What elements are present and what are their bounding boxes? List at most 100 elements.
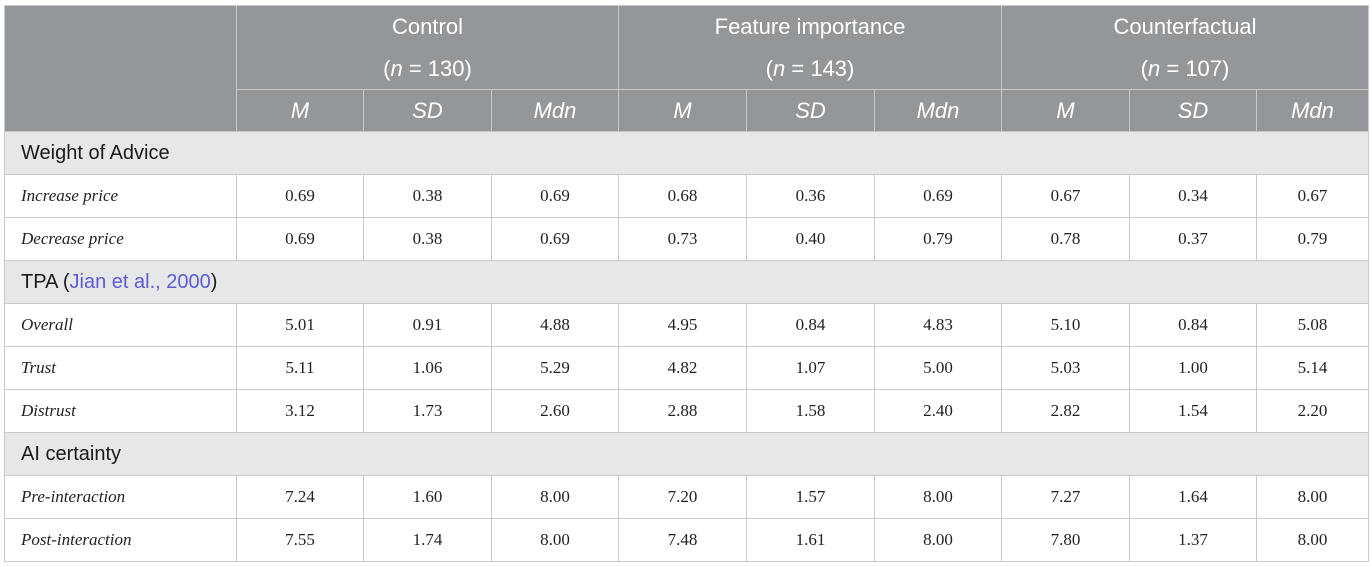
cell: 7.24 (236, 475, 364, 519)
cell: 8.00 (490, 475, 620, 519)
cell: 0.68 (618, 174, 748, 218)
cell: 0.67 (1256, 174, 1370, 218)
table-row: Overall 5.01 0.91 4.88 4.95 0.84 4.83 5.… (4, 303, 1370, 347)
cell: 5.11 (236, 346, 364, 390)
stat-header-mean: M (236, 89, 364, 132)
sample-size-feature-importance: (n = 143) (618, 48, 1003, 90)
cell: 0.34 (1129, 174, 1258, 218)
cell: 2.40 (874, 389, 1003, 433)
cell: 0.36 (746, 174, 876, 218)
table-row: Increase price 0.69 0.38 0.69 0.68 0.36 … (4, 174, 1370, 218)
cell: 0.38 (363, 174, 492, 218)
citation-link[interactable]: Jian et al., 2000 (69, 270, 211, 293)
stat-header-sd: SD (746, 89, 876, 132)
table-row: Distrust 3.12 1.73 2.60 2.88 1.58 2.40 2… (4, 389, 1370, 433)
section-row-ai-certainty: AI certainty (3, 432, 1370, 476)
cell: 0.73 (618, 217, 748, 261)
cell: 8.00 (1256, 475, 1370, 519)
cell: 0.84 (746, 303, 876, 347)
cell: 4.82 (618, 346, 748, 390)
cell: 1.58 (746, 389, 876, 433)
row-label: Pre-interaction (4, 475, 237, 519)
cell: 5.10 (1001, 303, 1131, 347)
table-row: Pre-interaction 7.24 1.60 8.00 7.20 1.57… (4, 475, 1370, 519)
group-header-counterfactual: Counterfactual (1001, 5, 1370, 48)
cell: 1.00 (1129, 346, 1258, 390)
cell: 7.55 (236, 518, 364, 562)
cell: 7.20 (618, 475, 748, 519)
cell: 2.60 (490, 389, 620, 433)
cell: 1.60 (363, 475, 492, 519)
cell: 1.07 (746, 346, 876, 390)
cell: 0.38 (363, 217, 492, 261)
cell: 7.80 (1001, 518, 1131, 562)
section-title: TPA (Jian et al., 2000) (3, 260, 1370, 304)
cell: 0.79 (874, 217, 1003, 261)
row-label: Trust (4, 346, 237, 390)
cell: 0.91 (363, 303, 492, 347)
group-header-control: Control (235, 5, 620, 48)
group-header-feature-importance: Feature importance (618, 5, 1003, 48)
row-label: Decrease price (4, 217, 237, 261)
row-label: Post-interaction (4, 518, 237, 562)
cell: 7.48 (618, 518, 748, 562)
cell: 0.69 (490, 217, 620, 261)
cell: 5.01 (236, 303, 364, 347)
section-row-weight-of-advice: Weight of Advice (3, 131, 1370, 175)
table-row: Trust 5.11 1.06 5.29 4.82 1.07 5.00 5.03… (4, 346, 1370, 390)
cell: 2.20 (1256, 389, 1370, 433)
cell: 7.27 (1001, 475, 1131, 519)
section-row-tpa: TPA (Jian et al., 2000) (3, 260, 1370, 304)
cell: 2.82 (1001, 389, 1131, 433)
cell: 5.00 (874, 346, 1003, 390)
cell: 0.69 (874, 174, 1003, 218)
cell: 1.73 (363, 389, 492, 433)
cell: 0.84 (1129, 303, 1258, 347)
row-label: Increase price (4, 174, 237, 218)
cell: 1.06 (363, 346, 492, 390)
cell: 5.03 (1001, 346, 1131, 390)
cell: 1.64 (1129, 475, 1258, 519)
cell: 2.88 (618, 389, 748, 433)
cell: 1.37 (1129, 518, 1258, 562)
cell: 0.40 (746, 217, 876, 261)
stat-header-median: Mdn (490, 89, 620, 132)
cell: 0.79 (1256, 217, 1370, 261)
cell: 4.88 (490, 303, 620, 347)
cell: 1.61 (746, 518, 876, 562)
cell: 8.00 (874, 475, 1003, 519)
cell: 8.00 (1256, 518, 1370, 562)
stat-header-sd: SD (363, 89, 492, 132)
cell: 0.37 (1129, 217, 1258, 261)
stat-header-median: Mdn (874, 89, 1003, 132)
cell: 0.69 (490, 174, 620, 218)
cell: 0.67 (1001, 174, 1131, 218)
section-title: AI certainty (3, 432, 1370, 476)
table-row: Post-interaction 7.55 1.74 8.00 7.48 1.6… (4, 518, 1370, 562)
cell: 0.69 (236, 217, 364, 261)
stat-header-median: Mdn (1256, 89, 1370, 132)
corner-header (4, 5, 237, 132)
stat-header-sd: SD (1129, 89, 1258, 132)
cell: 8.00 (874, 518, 1003, 562)
cell: 1.74 (363, 518, 492, 562)
cell: 8.00 (490, 518, 620, 562)
section-title: Weight of Advice (3, 131, 1370, 175)
row-label: Distrust (4, 389, 237, 433)
cell: 0.78 (1001, 217, 1131, 261)
row-label: Overall (4, 303, 237, 347)
cell: 1.57 (746, 475, 876, 519)
cell: 5.08 (1256, 303, 1370, 347)
cell: 5.14 (1256, 346, 1370, 390)
cell: 0.69 (236, 174, 364, 218)
sample-size-control: (n = 130) (235, 48, 620, 90)
cell: 4.95 (618, 303, 748, 347)
cell: 1.54 (1129, 389, 1258, 433)
sample-size-counterfactual: (n = 107) (1001, 48, 1370, 90)
cell: 5.29 (490, 346, 620, 390)
stat-header-mean: M (1001, 89, 1131, 132)
cell: 4.83 (874, 303, 1003, 347)
table-row: Decrease price 0.69 0.38 0.69 0.73 0.40 … (4, 217, 1370, 261)
results-table: Control Feature importance Counterfactua… (3, 5, 1370, 562)
stat-header-mean: M (618, 89, 748, 132)
